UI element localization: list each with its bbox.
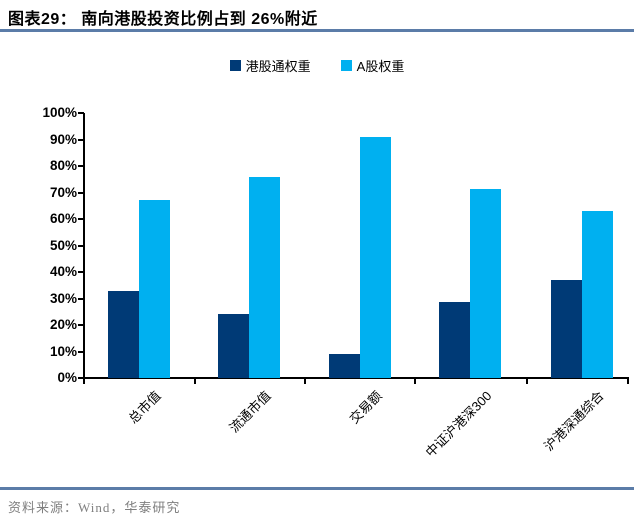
x-axis-category-label: 中证沪港深300: [422, 388, 495, 461]
y-axis-tick: [78, 271, 84, 273]
y-axis-tick-label: 60%: [49, 211, 77, 226]
bar-1-2: [360, 136, 391, 378]
y-axis-line: [83, 113, 85, 380]
y-axis-tick-label: 30%: [49, 290, 77, 306]
source-note: 资料来源：Wind，华泰研究: [8, 500, 181, 515]
bar-0-2: [329, 354, 360, 378]
bar-0-1: [218, 314, 249, 378]
legend-swatch-icon: [340, 60, 352, 71]
y-axis-tick-label: 0%: [57, 370, 77, 385]
y-axis-tick-label: 20%: [49, 317, 77, 332]
legend-item-0: 港股通权重: [229, 56, 311, 75]
x-axis-tick: [526, 378, 528, 384]
y-axis-tick-label: 10%: [49, 343, 77, 359]
x-axis-tick: [627, 378, 629, 384]
x-axis-category-label: 流通市值: [226, 388, 274, 436]
legend-item-1: A股权重: [340, 56, 405, 75]
x-axis-tick: [194, 378, 196, 384]
y-axis-tick: [78, 165, 84, 167]
y-axis-tick-label: 50%: [49, 237, 77, 253]
y-axis-tick: [78, 350, 84, 353]
y-axis-tick: [78, 138, 84, 141]
bar-0-4: [551, 279, 582, 378]
bar-1-3: [470, 188, 501, 378]
y-axis-tick-label: 100%: [42, 105, 77, 120]
y-axis-tick: [78, 297, 84, 300]
legend-label: 港股通权重: [245, 59, 311, 74]
title-divider: [0, 29, 634, 32]
chart-legend: 港股通权重 A股权重: [0, 56, 634, 75]
y-axis-tick-label: 70%: [49, 184, 77, 200]
bar-0-0: [108, 290, 139, 378]
footer-divider: [0, 487, 634, 490]
y-axis-tick: [78, 377, 84, 379]
y-axis-tick: [78, 112, 84, 114]
x-axis-tick: [83, 378, 85, 384]
y-axis-tick-label: 40%: [49, 264, 77, 279]
legend-swatch-icon: [229, 60, 241, 71]
y-axis-tick: [78, 191, 84, 194]
x-axis-category-label: 沪港深通综合: [540, 388, 607, 454]
x-axis-tick: [304, 378, 306, 384]
legend-label: A股权重: [356, 59, 405, 74]
bar-0-3: [439, 302, 470, 378]
figure-title: 图表29： 南向港股投资比例占到 26%附近: [8, 11, 318, 28]
y-axis-tick: [78, 218, 84, 220]
x-axis-category-label: 总市值: [125, 388, 164, 427]
y-axis-tick: [78, 324, 84, 326]
bar-1-0: [139, 200, 170, 378]
y-axis-tick-label: 80%: [49, 158, 77, 173]
bar-1-4: [582, 211, 613, 378]
y-axis-tick: [78, 244, 84, 247]
x-axis-category-label: 交易额: [346, 388, 385, 427]
x-axis-tick: [414, 378, 416, 384]
bar-1-1: [249, 176, 280, 378]
x-axis-line: [83, 377, 629, 379]
y-axis-tick-label: 90%: [49, 131, 77, 147]
